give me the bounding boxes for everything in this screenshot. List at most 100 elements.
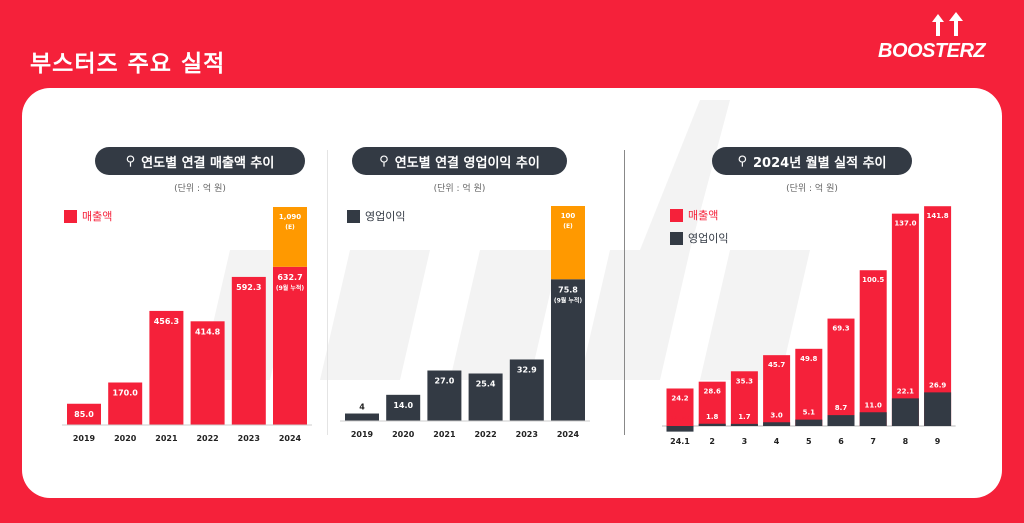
x-tick-label: 2019 (351, 430, 374, 439)
profit-bar (924, 392, 952, 426)
bar-value-label: 27.0 (435, 377, 455, 386)
profit-bar (891, 398, 919, 426)
bar (427, 370, 462, 421)
revenue-value-label: 35.3 (736, 377, 753, 385)
search-icon: ⚲ (737, 153, 748, 169)
legend-swatch (64, 209, 77, 223)
bar-value-label: 414.8 (195, 327, 221, 336)
x-tick-label: 5 (806, 437, 812, 446)
search-icon: ⚲ (379, 153, 389, 169)
x-tick-label: 2020 (392, 430, 415, 439)
revenue-value-label: 24.2 (671, 394, 688, 402)
profit-value-label: 22.1 (897, 387, 914, 395)
chart1-unit: (단위 : 억 원) (174, 184, 226, 194)
x-tick-label: 4 (774, 437, 780, 446)
bar (345, 413, 379, 421)
x-tick-label: 2019 (73, 434, 96, 443)
profit-bar (666, 426, 694, 432)
legend-label: 영업이익 (365, 210, 406, 223)
bar-value-label: 632.7 (277, 273, 302, 282)
chart3-title: 2024년 월별 실적 추이 (753, 155, 887, 171)
bar (386, 394, 421, 421)
revenue-bar (924, 206, 952, 426)
divider (327, 150, 328, 435)
profit-value-label: 26.9 (929, 381, 946, 389)
profit-value-label: 1.8 (706, 413, 719, 421)
revenue-bar (891, 213, 919, 426)
chart3-unit: (단위 : 억 원) (786, 184, 838, 194)
profit-bar (763, 422, 791, 426)
bar-note-label: (9월 누적) (276, 284, 305, 292)
legend-swatch (347, 209, 360, 223)
search-icon: ⚲ (125, 153, 136, 169)
chart2-title: 연도별 연결 영업이익 추이 (394, 155, 540, 171)
bar-value-label: 456.3 (154, 317, 179, 326)
legend-label: 매출액 (688, 209, 719, 222)
x-tick-label: 3 (742, 437, 748, 446)
bar (273, 266, 307, 425)
x-tick-label: 6 (838, 437, 844, 446)
x-tick-label: 2023 (516, 430, 538, 439)
profit-bar (730, 423, 758, 426)
estimate-value-label: 100 (561, 212, 576, 220)
revenue-value-label: 137.0 (894, 220, 916, 228)
x-tick-label: 2 (709, 437, 715, 446)
bar (551, 279, 585, 421)
profit-bar (859, 412, 887, 426)
legend-swatch (670, 208, 683, 222)
revenue-value-label: 28.6 (704, 388, 721, 396)
chart3-legend-revenue: 매출액 (670, 207, 718, 223)
legend-label: 매출액 (82, 210, 113, 223)
bar (67, 403, 101, 425)
logo-arrows-icon (932, 12, 963, 36)
revenue-bar (698, 381, 726, 426)
x-tick-label: 9 (935, 437, 941, 446)
bar-value-label: 592.3 (236, 283, 261, 292)
revenue-bar (859, 270, 887, 426)
x-tick-label: 2020 (114, 434, 137, 443)
bar-value-label: 4 (359, 403, 365, 412)
bar-value-label: 14.0 (393, 401, 413, 410)
revenue-value-label: 69.3 (832, 325, 849, 333)
chart2-title-pill: ⚲ 연도별 연결 영업이익 추이 (352, 147, 567, 175)
bar-note-label: (9월 누적) (554, 296, 583, 304)
estimate-bar (551, 206, 585, 280)
x-tick-label: 2023 (238, 434, 260, 443)
chart1-title-pill: ⚲ 연도별 연결 매출액 추이 (95, 147, 305, 175)
bar-value-label: 25.4 (476, 380, 496, 389)
x-tick-label: 7 (870, 437, 876, 446)
estimate-bar (273, 207, 307, 267)
profit-value-label: 5.1 (803, 409, 816, 417)
revenue-bar (730, 371, 758, 426)
chart1-title: 연도별 연결 매출액 추이 (141, 155, 275, 171)
bar-value-label: 85.0 (74, 410, 94, 419)
profit-value-label: 3.0 (770, 411, 783, 419)
profit-value-label: 11.0 (865, 401, 882, 409)
x-tick-label: 2022 (196, 434, 218, 443)
profit-value-label: (4.5) (671, 415, 690, 423)
profit-bar (827, 415, 855, 426)
bar (190, 321, 225, 425)
x-tick-label: 2024 (557, 430, 580, 439)
x-tick-label: 2022 (474, 430, 496, 439)
estimate-sub-label: (E) (563, 223, 573, 230)
profit-bar (795, 419, 823, 426)
profit-bar (698, 423, 726, 426)
revenue-value-label: 49.8 (800, 355, 817, 363)
estimate-value-label: 1,090 (279, 213, 301, 221)
x-tick-label: 8 (903, 437, 909, 446)
estimate-sub-label: (E) (285, 224, 295, 231)
bar (468, 373, 503, 421)
page-title: 부스터즈 주요 실적 (30, 51, 226, 77)
bar (509, 359, 544, 421)
profit-value-label: 1.7 (738, 413, 751, 421)
revenue-bar (666, 388, 694, 426)
bar-value-label: 32.9 (517, 365, 537, 374)
legend-swatch (670, 231, 683, 245)
bar (149, 310, 184, 425)
revenue-value-label: 45.7 (768, 361, 785, 369)
brand-logo: BOOSTERZ (878, 40, 986, 62)
bar-value-label: 170.0 (113, 389, 139, 398)
x-tick-label: 2021 (155, 434, 178, 443)
